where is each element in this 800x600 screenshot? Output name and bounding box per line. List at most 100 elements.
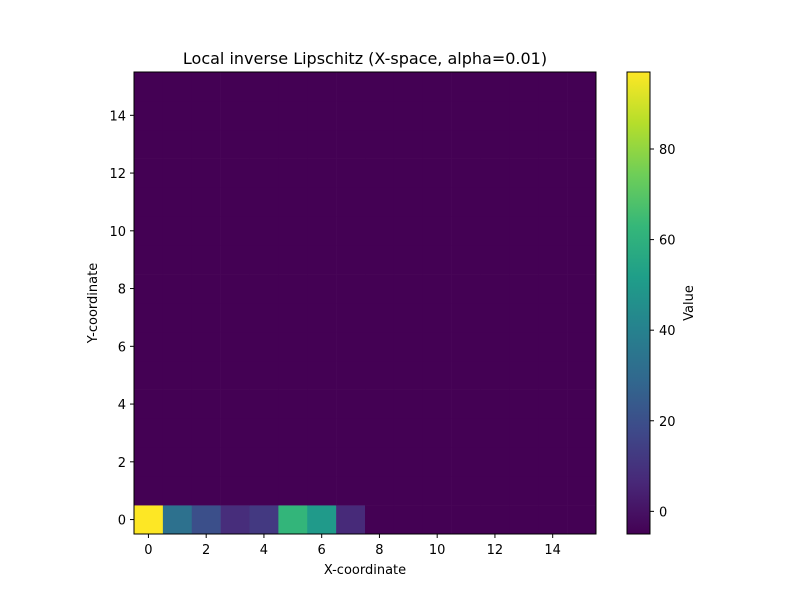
- heatmap-cell: [567, 245, 597, 275]
- heatmap-cell: [567, 389, 597, 419]
- heatmap-cell: [509, 72, 539, 102]
- heatmap-cell: [134, 389, 164, 419]
- colorbar-label: Value: [682, 285, 697, 321]
- heatmap-cell: [567, 303, 597, 333]
- heatmap-cell: [134, 360, 164, 390]
- heatmap-cell: [393, 187, 424, 217]
- heatmap-cell: [365, 129, 395, 159]
- colorbar: [626, 71, 651, 535]
- heatmap-cell: [509, 505, 539, 535]
- heatmap-cell: [451, 505, 481, 535]
- x-tick-label: 6: [318, 543, 326, 558]
- y-tick-label: 4: [118, 398, 126, 413]
- x-tick-label: 8: [375, 543, 383, 558]
- heatmap-cell: [393, 331, 424, 362]
- heatmap-cell: [567, 100, 597, 131]
- heatmap-cell: [307, 447, 337, 477]
- heatmap-cell: [451, 389, 481, 419]
- heatmap-cell: [480, 389, 510, 419]
- heatmap-cell: [451, 331, 481, 362]
- heatmap-cell: [422, 476, 452, 506]
- heatmap-cell: [336, 187, 366, 217]
- heatmap-cell: [393, 360, 424, 390]
- y-tick-label: 6: [118, 340, 126, 355]
- heatmap-cell: [567, 476, 597, 506]
- heatmap-cell: [278, 129, 308, 159]
- heatmap-cell: [191, 72, 221, 102]
- heatmap-cell: [509, 418, 539, 448]
- heatmap-cell: [191, 129, 221, 159]
- heatmap-cell: [538, 274, 568, 304]
- heatmap-cell: [249, 331, 279, 362]
- heatmap-cell: [393, 389, 424, 419]
- heatmap-cell: [422, 72, 452, 102]
- heatmap-cell: [278, 158, 308, 188]
- x-tick-label: 4: [260, 543, 268, 558]
- heatmap-cell: [480, 129, 510, 159]
- heatmap-cell: [134, 158, 164, 188]
- heatmap-cell: [451, 303, 481, 333]
- y-tick-label: 14: [109, 109, 126, 124]
- heatmap-cell: [538, 303, 568, 333]
- heatmap-cell: [422, 245, 452, 275]
- heatmap-cell: [451, 476, 481, 506]
- heatmap-cell: [336, 158, 366, 188]
- heatmap-cell: [336, 331, 366, 362]
- heatmap-cell: [538, 245, 568, 275]
- heatmap-cell: [162, 72, 193, 102]
- colorbar-tick-label: 80: [659, 143, 676, 158]
- heatmap-cell: [538, 447, 568, 477]
- heatmap-cell: [307, 303, 337, 333]
- heatmap-cell: [393, 100, 424, 131]
- heatmap-cell: [278, 303, 308, 333]
- heatmap-cell: [249, 72, 279, 102]
- colorbar-tick-label: 20: [659, 415, 676, 430]
- heatmap-cell: [336, 245, 366, 275]
- chart-title: Local inverse Lipschitz (X-space, alpha=…: [183, 49, 547, 68]
- heatmap-cell: [422, 216, 452, 246]
- heatmap-cell: [422, 418, 452, 448]
- heatmap-cell: [134, 72, 164, 102]
- heatmap-cell: [249, 505, 279, 535]
- heatmap-cell: [365, 360, 395, 390]
- heatmap-cell: [278, 447, 308, 477]
- heatmap-cell: [278, 245, 308, 275]
- heatmap-cell: [191, 331, 221, 362]
- heatmap-cell: [191, 389, 221, 419]
- heatmap-cell: [336, 505, 366, 535]
- heatmap-cell: [336, 303, 366, 333]
- heatmap-cell: [307, 187, 337, 217]
- heatmap-cell: [422, 331, 452, 362]
- x-tick-label: 2: [202, 543, 210, 558]
- x-tick-label: 10: [429, 543, 446, 558]
- heatmap-cell: [191, 505, 221, 535]
- heatmap-cell: [278, 274, 308, 304]
- heatmap-cell: [480, 72, 510, 102]
- heatmap-cell: [220, 303, 250, 333]
- heatmap-cell: [249, 360, 279, 390]
- heatmap-cell: [480, 505, 510, 535]
- heatmap-cell: [307, 100, 337, 131]
- heatmap-cell: [451, 187, 481, 217]
- heatmap-cell: [220, 505, 250, 535]
- heatmap-cell: [393, 158, 424, 188]
- heatmap-cell: [191, 245, 221, 275]
- heatmap-cell: [307, 360, 337, 390]
- colorbar-tick-label: 40: [659, 324, 676, 339]
- heatmap-cell: [307, 245, 337, 275]
- heatmap-cell: [278, 72, 308, 102]
- heatmap-cell: [509, 476, 539, 506]
- heatmap-cell: [220, 360, 250, 390]
- heatmap-cell: [249, 187, 279, 217]
- heatmap-cell: [480, 303, 510, 333]
- y-axis: 0 2 4 6 8 10 12 14: [109, 109, 134, 529]
- heatmap-cell: [422, 274, 452, 304]
- heatmap-cell: [249, 476, 279, 506]
- heatmap-cell: [336, 447, 366, 477]
- y-tick-label: 8: [118, 283, 126, 298]
- heatmap-cell: [134, 216, 164, 246]
- heatmap-cell: [249, 389, 279, 419]
- heatmap-cell: [191, 216, 221, 246]
- x-tick-label: 14: [544, 543, 561, 558]
